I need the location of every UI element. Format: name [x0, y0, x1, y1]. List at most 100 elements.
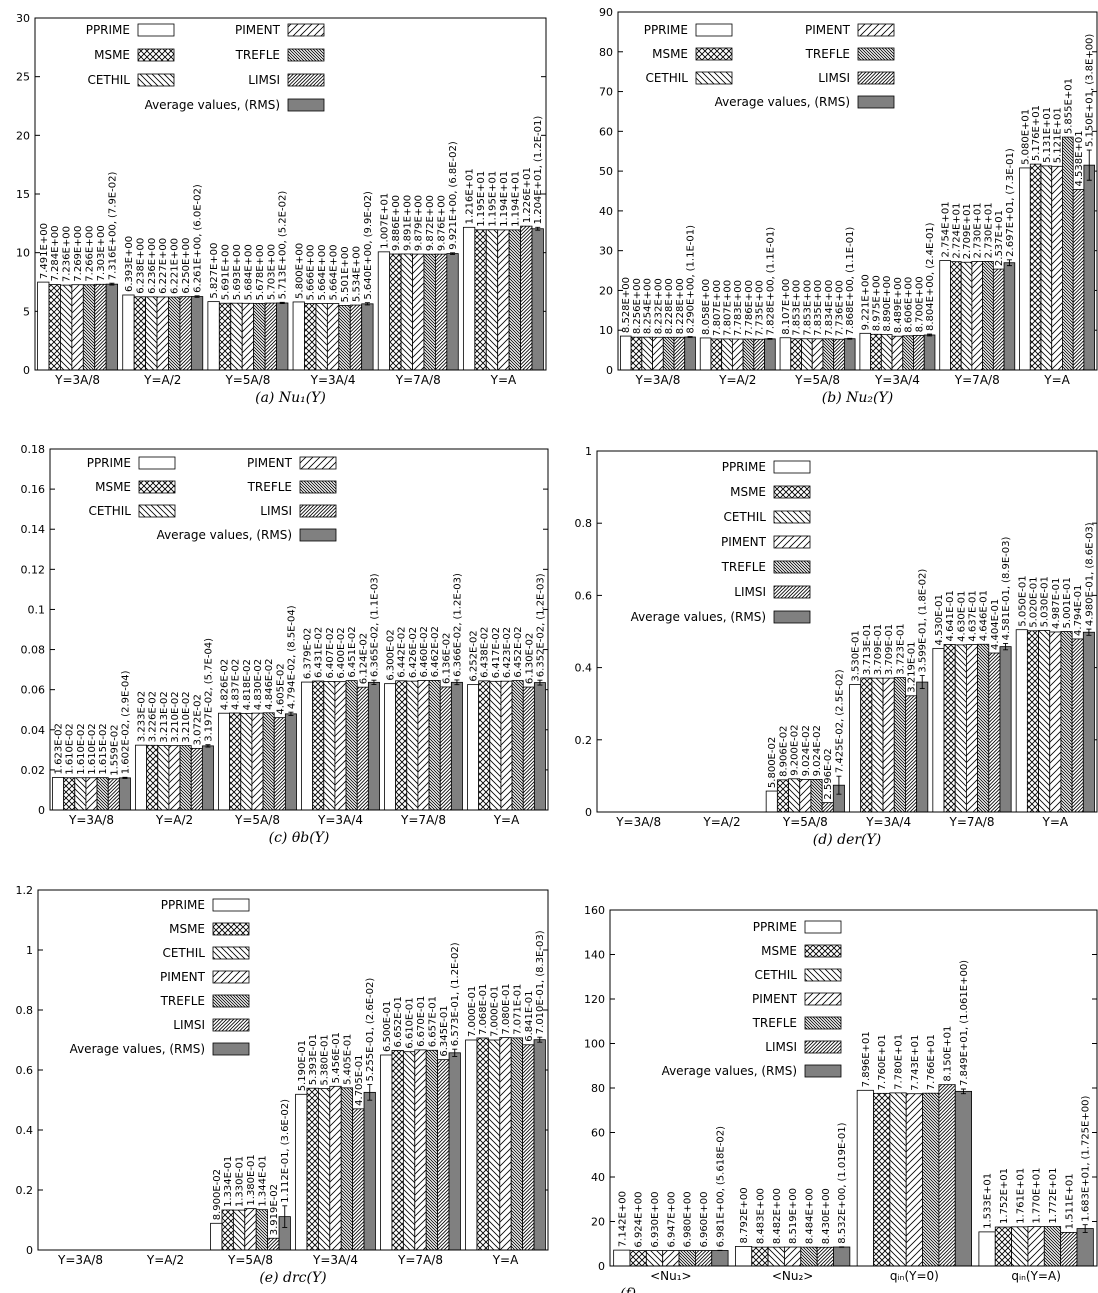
y-tick-label: 0.06 — [21, 684, 46, 697]
value-label: 5.050E-01 — [1017, 575, 1028, 626]
error-bar — [205, 744, 211, 748]
legend-swatch — [212, 922, 250, 936]
value-label: 8.528E+00 — [621, 277, 632, 333]
y-tick-label: 40 — [599, 205, 613, 218]
y-tick-label: 1.2 — [16, 884, 34, 897]
y-tick-label: 0.6 — [16, 1064, 34, 1077]
legend-label: TREFLE — [805, 47, 850, 61]
bar — [822, 338, 835, 371]
value-label: 3.713E-01 — [862, 624, 873, 675]
bar — [145, 296, 158, 371]
bar — [533, 1039, 546, 1251]
value-label-number: 5.030E-01 — [1040, 576, 1051, 627]
error-bar — [367, 1084, 373, 1101]
value-label-number: 1.770E+01 — [1032, 1168, 1043, 1224]
value-label: 2.754E+01 — [941, 201, 952, 257]
value-label: 4.581E-01, (8.9E-03) — [1001, 536, 1012, 640]
value-label: 8.150E+01 — [943, 1026, 954, 1082]
x-tick-label: qᵢₙ(Y=A) — [1011, 1269, 1061, 1283]
value-label-number: 2.709E+01 — [962, 203, 973, 259]
value-label: 7.743E+01 — [910, 1035, 921, 1091]
legend-swatch — [137, 48, 175, 62]
value-label-number: 8.484E+00 — [804, 1188, 815, 1244]
bar — [428, 680, 441, 811]
legend-swatch — [138, 480, 176, 494]
error-bar — [1086, 149, 1092, 181]
legend-swatch — [137, 73, 175, 87]
legend-label: TREFLE — [160, 994, 205, 1008]
value-label-number: 5.703E+00 — [266, 244, 277, 300]
error-label: (9.9E-02) — [363, 191, 374, 237]
value-label-number: 7.743E+01 — [910, 1035, 921, 1091]
value-label-number: 5.080E+01 — [1020, 109, 1031, 165]
plot-frame — [49, 448, 549, 811]
value-label: 7.010E-01, (8.3E-03) — [535, 930, 546, 1034]
value-label-number: 1.204E+01, — [533, 165, 544, 224]
bar — [190, 747, 203, 811]
value-label-number: 8.700E+00 — [914, 276, 925, 332]
value-label-number: 3.919E-02 — [269, 1184, 280, 1235]
value-label: 6.400E-02 — [336, 627, 347, 678]
value-label: 1.615E-02 — [98, 723, 109, 774]
legend-label: CETHIL — [754, 968, 797, 982]
bar — [873, 1092, 891, 1267]
bar — [1040, 165, 1053, 371]
value-label-number: 7.807E+00 — [712, 280, 723, 336]
value-label: 9.872E+00 — [425, 195, 436, 251]
bar — [954, 1090, 972, 1267]
value-label: 4.605E-02 — [275, 663, 286, 714]
legend-label: CETHIL — [88, 504, 131, 518]
bar — [999, 646, 1012, 813]
y-tick-label: 0.14 — [21, 523, 46, 536]
value-label-number: 4.818E-02 — [242, 659, 253, 710]
value-label-number: 6.431E-02 — [314, 627, 325, 678]
bar — [476, 1037, 489, 1251]
error-label: (6.8E-02) — [448, 141, 459, 187]
value-label-number: 6.379E-02 — [303, 628, 314, 679]
bar — [218, 712, 231, 811]
value-label-number: 8.975E+00 — [871, 275, 882, 331]
error-label: (8.5E-04) — [286, 605, 297, 651]
bar — [384, 683, 397, 811]
error-label: (7.9E-02) — [107, 172, 118, 218]
value-label-number: 9.872E+00 — [425, 195, 436, 251]
value-label-number: 7.896E+01 — [861, 1031, 872, 1087]
value-label-number: 9.876E+00 — [437, 195, 448, 251]
bar — [810, 779, 823, 813]
bar — [389, 253, 402, 371]
value-label: 8.792E+00 — [739, 1187, 750, 1243]
value-label-number: 7.080E-01 — [501, 983, 512, 1034]
value-label: 8.606E+00 — [904, 277, 915, 333]
bar — [412, 253, 425, 371]
value-label: 7.425E-02, (2.5E-02) — [834, 669, 845, 773]
bar — [221, 1209, 234, 1251]
legend-label: PIMENT — [721, 535, 767, 549]
value-label-number: 6.130E-02 — [524, 633, 535, 684]
value-label: 6.227E+00 — [158, 238, 169, 294]
x-tick-label: Y=3A/8 — [634, 373, 680, 387]
legend-swatch — [287, 23, 325, 37]
bar — [326, 303, 340, 371]
value-label-number: 3.709E-01 — [884, 624, 895, 675]
value-label-number: 1.194E+01 — [499, 171, 510, 227]
bar — [380, 1054, 393, 1251]
bar — [450, 681, 463, 811]
value-label: 8.232E+00 — [653, 278, 664, 334]
value-label: 6.300E-02 — [386, 629, 397, 680]
bar — [367, 681, 380, 811]
bar — [437, 1059, 450, 1251]
value-label-number: 1.380E-01 — [246, 1154, 257, 1205]
y-tick-label: 0 — [606, 364, 613, 377]
value-label: 4.826E-02 — [220, 659, 231, 710]
value-label-number: 1.334E-01 — [223, 1156, 234, 1207]
value-label-number: 7.303E+00 — [96, 225, 107, 281]
bar — [345, 680, 358, 811]
legend-label: LIMSI — [173, 1018, 205, 1032]
bar — [939, 260, 951, 371]
bar — [273, 717, 286, 811]
value-label: 4.846E-02 — [264, 659, 275, 710]
bar — [954, 644, 967, 813]
value-label: 3.213E-02 — [159, 691, 170, 742]
bar — [37, 281, 50, 371]
bar — [499, 1037, 512, 1251]
